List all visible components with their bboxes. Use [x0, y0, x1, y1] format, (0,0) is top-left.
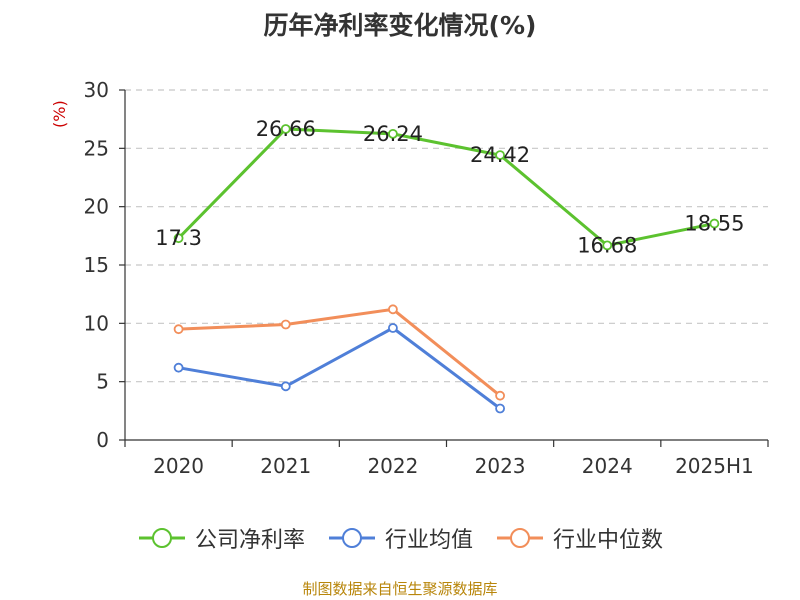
legend-label: 行业均值	[384, 528, 473, 553]
data-label: 17.3	[155, 226, 202, 250]
series-line	[178, 307, 502, 397]
chart-title: 历年净利率变化情况(%)	[263, 11, 537, 40]
data-point	[388, 128, 398, 139]
y-tick-label: 5	[96, 370, 109, 394]
series-line	[178, 326, 501, 410]
series-lines	[173, 124, 720, 414]
x-tick-label: 2024	[582, 454, 633, 478]
legend-marker-icon	[328, 528, 375, 548]
legend: 公司净利率 行业均值 行业中位数	[0, 522, 800, 554]
legend-label: 公司净利率	[194, 528, 305, 553]
legend-label: 行业中位数	[553, 528, 664, 553]
legend-item: 行业均值	[327, 522, 473, 554]
x-tick-label: 2023	[475, 454, 526, 478]
series-line	[177, 127, 715, 247]
data-point	[388, 323, 398, 333]
data-label: 16.68	[577, 233, 637, 257]
y-tick-label: 10	[84, 311, 109, 335]
data-label: 18.55	[684, 212, 744, 236]
data-point	[173, 324, 184, 335]
data-label: 24.42	[470, 143, 530, 167]
x-tick-label: 2025H1	[675, 454, 754, 478]
y-tick-label: 20	[84, 195, 109, 219]
data-point	[280, 381, 291, 392]
y-tick-label: 25	[84, 136, 109, 160]
data-point	[173, 233, 184, 244]
x-tick-label: 2021	[260, 454, 311, 478]
gridlines	[125, 89, 768, 383]
legend-marker-icon	[497, 528, 543, 548]
legend-item: 公司净利率	[137, 522, 305, 554]
data-point	[495, 390, 505, 401]
data-point	[495, 403, 505, 414]
legend-item: 行业中位数	[495, 522, 663, 554]
x-tick-label: 2020	[153, 454, 204, 478]
data-point	[280, 124, 291, 134]
data-point	[388, 304, 398, 315]
data-point	[709, 218, 720, 229]
data-point	[495, 150, 505, 161]
legend-marker-icon	[138, 528, 185, 548]
axes: 0 5 10 15 20 25 30 2020 2021 2022 2023 2024 2025H1	[84, 78, 769, 478]
data-point	[602, 240, 613, 251]
x-tick-label: 2022	[367, 454, 418, 478]
data-source-note: 制图数据来自恒生聚源数据库	[302, 580, 498, 598]
y-tick-label: 0	[96, 428, 109, 452]
data-labels: 17.3 26.66 26.24 24.42 16.68 18.55	[155, 117, 744, 257]
data-point	[280, 319, 291, 330]
y-tick-label: 15	[84, 253, 109, 277]
data-label: 26.66	[256, 117, 316, 141]
data-point	[173, 362, 184, 373]
y-tick-label: 30	[84, 78, 109, 102]
data-label: 26.24	[363, 122, 423, 146]
